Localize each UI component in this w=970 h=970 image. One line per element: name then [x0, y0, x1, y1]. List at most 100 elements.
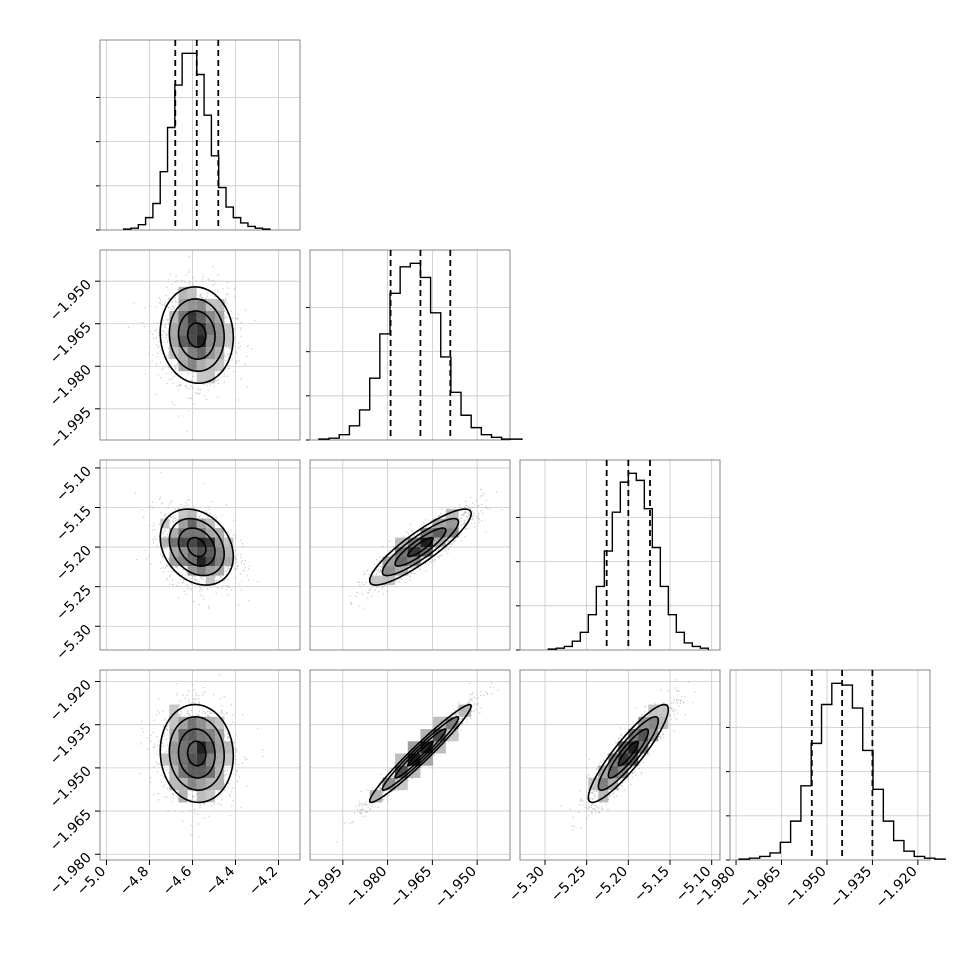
contour-2-1-1 — [394, 527, 447, 567]
density-cell-1-0-6-4 — [196, 347, 206, 360]
contour-1-0-1 — [177, 310, 216, 360]
density-cell-3-0-7-7 — [205, 729, 216, 742]
density-cell-3-2-5-6 — [618, 741, 629, 754]
density-cell-3-0-8-8 — [215, 716, 225, 730]
density-cell-2-0-4-8 — [178, 518, 188, 529]
density-cell-1-0-3-6 — [169, 323, 179, 336]
density-cell-1-0-5-9 — [187, 286, 197, 299]
density-cell-2-0-4-9 — [178, 509, 188, 519]
density-cell-2-0-6-5 — [196, 547, 206, 557]
contour-3-1-0 — [406, 740, 434, 767]
xtick-label-1-1: −1.980 — [342, 864, 390, 912]
density-cell-2-1-6-7 — [420, 528, 434, 538]
density-cell-3-0-3-6 — [169, 741, 179, 754]
density-cell-1-0-6-2 — [196, 371, 206, 384]
contour-1-0-0 — [186, 322, 207, 348]
contour-3-2-1 — [607, 728, 650, 779]
density-cell-2-0-8-3 — [215, 566, 225, 576]
density-cell-3-0-6-5 — [196, 753, 206, 766]
density-cell-3-2-5-5 — [618, 753, 629, 766]
scatter-2-0-content — [100, 460, 300, 650]
scatter-3-0-points — [139, 674, 264, 838]
density-cell-3-2-8-8 — [648, 716, 659, 730]
density-cell-3-2-6-6 — [628, 741, 639, 754]
contour-3-0-1 — [177, 728, 216, 779]
hist-2-steps — [547, 472, 710, 650]
density-cell-2-1-8-8 — [445, 518, 459, 529]
scatter-panel-1-0 — [99, 249, 301, 441]
xtick-label-1-2: −1.965 — [387, 864, 435, 912]
density-cell-3-0-8-4 — [215, 765, 225, 778]
contour-2-0-1 — [177, 527, 216, 567]
ytick-label-1-3: −1.950 — [47, 277, 95, 325]
scatter-3-2-frame — [519, 669, 721, 861]
density-cell-3-1-8-8 — [445, 716, 459, 730]
density-cell-2-0-6-7 — [196, 528, 206, 538]
density-cell-3-0-2-5 — [160, 753, 170, 766]
density-cell-2-1-4-5 — [395, 547, 408, 557]
density-cell-3-2-6-7 — [628, 729, 639, 742]
scatter-2-1-frame — [309, 459, 511, 651]
hist-1-frame — [309, 249, 511, 441]
density-cell-3-2-4-5 — [608, 753, 619, 766]
density-cell-1-0-4-4 — [178, 347, 188, 360]
xtick-label-3-1: −1.965 — [736, 864, 784, 912]
density-cell-3-2-3-2 — [598, 790, 609, 803]
xtick-label-0-4: −4.2 — [246, 864, 281, 899]
ytick-label-2-4: −5.10 — [53, 463, 95, 505]
density-cell-2-0-5-6 — [187, 537, 197, 548]
density-cell-2-1-3-2 — [382, 575, 396, 586]
density-cell-3-2-9-9 — [658, 704, 669, 717]
contour-2-0-0 — [186, 536, 207, 558]
density-cell-3-0-9-6 — [224, 741, 234, 754]
density-cell-1-0-5-5 — [187, 335, 197, 348]
xtick-label-2-3: −5.15 — [631, 864, 673, 906]
density-cell-1-0-7-7 — [205, 310, 216, 324]
density-cell-2-0-8-5 — [215, 547, 225, 557]
density-cell-1-0-4-6 — [178, 323, 188, 336]
density-cell-3-0-6-6 — [196, 741, 206, 754]
density-cell-2-1-5-4 — [407, 556, 421, 567]
density-cell-3-0-7-2 — [205, 790, 216, 803]
hist-3-frame — [729, 669, 931, 861]
density-cell-1-0-7-5 — [205, 335, 216, 348]
ytick-label-1-2: −1.965 — [47, 319, 95, 367]
density-cell-3-0-7-3 — [205, 777, 216, 791]
density-cell-1-0-9-5 — [224, 335, 234, 348]
density-cell-2-0-5-5 — [187, 547, 197, 557]
xtick-label-0-3: −4.4 — [203, 863, 238, 898]
density-cell-3-0-6-8 — [196, 716, 206, 730]
contour-2-1-2 — [381, 517, 460, 577]
density-cell-1-0-6-5 — [196, 335, 206, 348]
density-cell-3-0-8-3 — [215, 777, 225, 791]
density-cell-2-0-8-4 — [215, 556, 225, 567]
density-cell-2-0-7-3 — [205, 566, 216, 576]
density-cell-2-0-5-7 — [187, 528, 197, 538]
density-cell-2-0-3-6 — [169, 537, 179, 548]
scatter-1-0-content — [100, 250, 300, 440]
density-cell-3-0-5-7 — [187, 729, 197, 742]
density-cell-3-2-2-3 — [588, 777, 599, 791]
density-cell-2-1-5-5 — [407, 547, 421, 557]
density-cell-1-0-4-9 — [178, 286, 188, 299]
density-cell-1-0-3-5 — [169, 335, 179, 348]
density-cell-3-0-3-7 — [169, 729, 179, 742]
density-cell-1-0-8-6 — [215, 323, 225, 336]
density-cell-3-1-4-4 — [395, 765, 408, 778]
density-cell-3-0-6-4 — [196, 765, 206, 778]
scatter-3-1-frame — [309, 669, 511, 861]
hist-0-frame — [99, 39, 301, 231]
density-cell-1-0-7-3 — [205, 359, 216, 372]
density-cell-2-1-2-2 — [369, 575, 383, 586]
density-cell-3-0-8-5 — [215, 753, 225, 766]
xtick-label-2-1: −5.25 — [548, 864, 590, 906]
contour-3-2-3 — [587, 703, 670, 804]
density-cell-1-0-3-7 — [169, 310, 179, 324]
density-cell-3-0-3-9 — [169, 704, 179, 717]
xtick-label-1-3: −1.950 — [432, 864, 480, 912]
density-cell-3-0-5-6 — [187, 741, 197, 754]
contour-3-0-0 — [186, 740, 207, 767]
density-cell-2-0-7-5 — [205, 547, 216, 557]
density-cell-3-0-4-6 — [178, 741, 188, 754]
density-cell-3-0-3-5 — [169, 753, 179, 766]
